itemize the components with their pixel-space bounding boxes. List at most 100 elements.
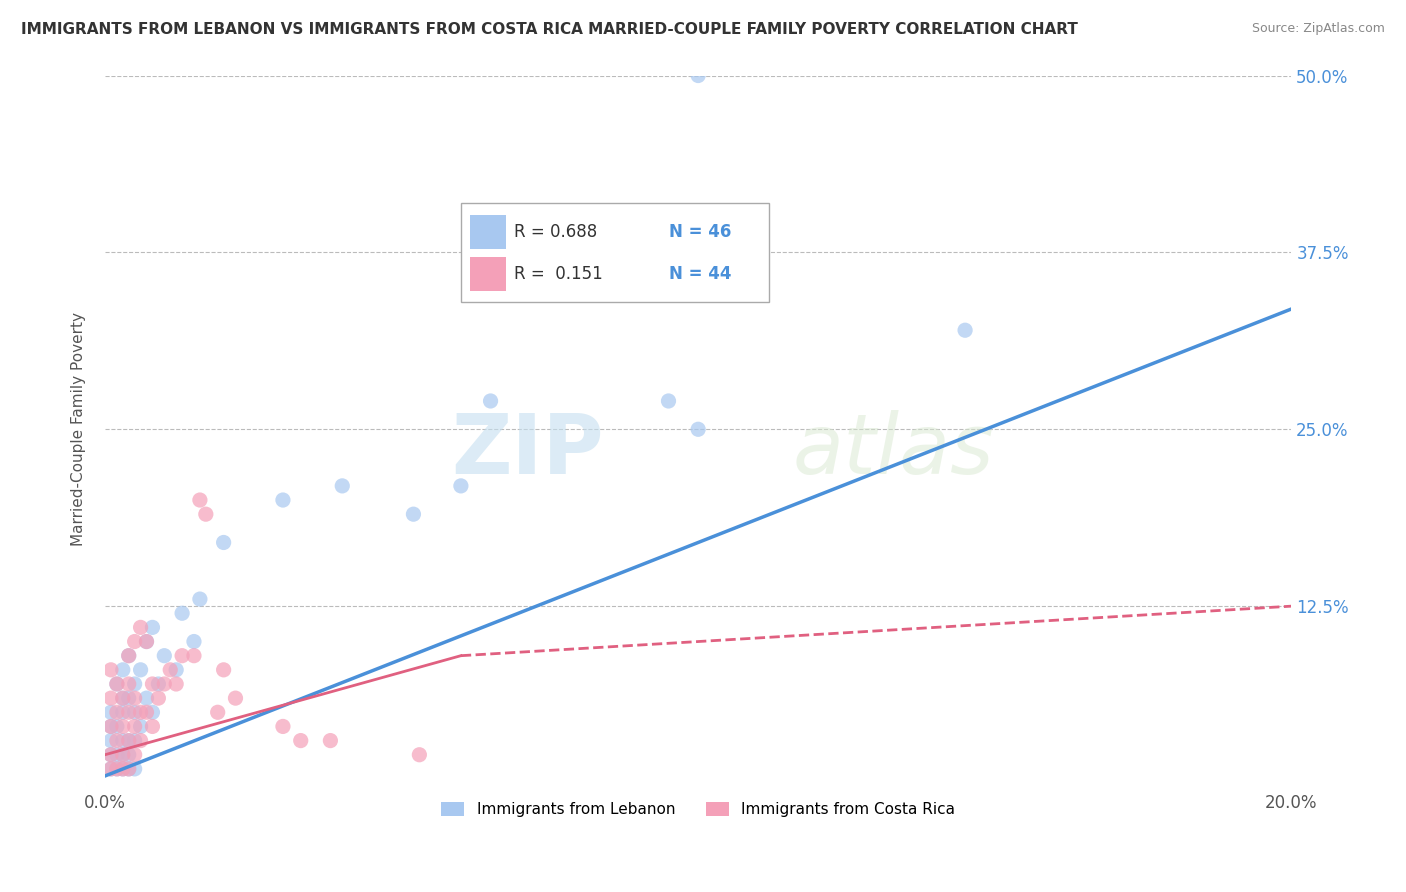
Point bbox=[124, 677, 146, 691]
Text: atlas: atlas bbox=[793, 410, 994, 491]
Point bbox=[118, 691, 141, 706]
Point bbox=[148, 677, 170, 691]
Point bbox=[111, 747, 134, 762]
Point bbox=[124, 634, 146, 648]
Point bbox=[100, 663, 122, 677]
Point bbox=[129, 719, 152, 733]
Point bbox=[408, 747, 430, 762]
Point bbox=[100, 691, 122, 706]
Point bbox=[135, 691, 157, 706]
Point bbox=[402, 507, 425, 521]
Point bbox=[118, 648, 141, 663]
Point bbox=[953, 323, 976, 337]
Point bbox=[688, 422, 710, 436]
Point bbox=[141, 719, 163, 733]
Point bbox=[105, 719, 128, 733]
Point bbox=[153, 677, 176, 691]
Point bbox=[105, 733, 128, 747]
Point bbox=[124, 706, 146, 720]
Point bbox=[100, 747, 122, 762]
Point bbox=[111, 762, 134, 776]
Text: N = 46: N = 46 bbox=[668, 223, 731, 241]
Point bbox=[100, 706, 122, 720]
Point bbox=[141, 620, 163, 634]
Point bbox=[188, 493, 211, 508]
Point bbox=[118, 762, 141, 776]
FancyBboxPatch shape bbox=[461, 202, 769, 301]
Point bbox=[100, 719, 122, 733]
Point bbox=[111, 719, 134, 733]
Point bbox=[135, 634, 157, 648]
Point bbox=[111, 691, 134, 706]
Point bbox=[183, 634, 205, 648]
Point bbox=[100, 719, 122, 733]
Point bbox=[118, 733, 141, 747]
Text: ZIP: ZIP bbox=[451, 410, 603, 491]
Point bbox=[105, 762, 128, 776]
Point bbox=[129, 620, 152, 634]
Y-axis label: Married-Couple Family Poverty: Married-Couple Family Poverty bbox=[72, 312, 86, 546]
Point bbox=[141, 706, 163, 720]
Point bbox=[124, 691, 146, 706]
Point bbox=[111, 762, 134, 776]
Point bbox=[188, 592, 211, 607]
Point bbox=[105, 762, 128, 776]
Point bbox=[165, 663, 187, 677]
Text: Source: ZipAtlas.com: Source: ZipAtlas.com bbox=[1251, 22, 1385, 36]
Point bbox=[105, 677, 128, 691]
Bar bbox=[471, 215, 506, 249]
Point bbox=[111, 663, 134, 677]
Point bbox=[657, 394, 679, 409]
Point bbox=[135, 634, 157, 648]
Point bbox=[100, 762, 122, 776]
Point bbox=[183, 648, 205, 663]
Text: IMMIGRANTS FROM LEBANON VS IMMIGRANTS FROM COSTA RICA MARRIED-COUPLE FAMILY POVE: IMMIGRANTS FROM LEBANON VS IMMIGRANTS FR… bbox=[21, 22, 1078, 37]
Point bbox=[111, 747, 134, 762]
Point bbox=[479, 394, 502, 409]
Point bbox=[100, 733, 122, 747]
Point bbox=[141, 677, 163, 691]
Point bbox=[118, 747, 141, 762]
Text: N = 44: N = 44 bbox=[668, 265, 731, 284]
Point bbox=[224, 691, 246, 706]
Point bbox=[118, 733, 141, 747]
Point bbox=[105, 747, 128, 762]
Point bbox=[194, 507, 217, 521]
Point bbox=[212, 535, 235, 549]
Point bbox=[271, 493, 294, 508]
Point bbox=[129, 663, 152, 677]
Point bbox=[172, 606, 194, 620]
Text: R = 0.688: R = 0.688 bbox=[515, 223, 598, 241]
Point bbox=[124, 762, 146, 776]
Point bbox=[165, 677, 187, 691]
Point bbox=[100, 747, 122, 762]
Point bbox=[124, 747, 146, 762]
Point bbox=[319, 733, 342, 747]
Point bbox=[290, 733, 312, 747]
Point bbox=[688, 69, 710, 83]
Bar bbox=[471, 258, 506, 292]
Point bbox=[111, 733, 134, 747]
Legend: Immigrants from Lebanon, Immigrants from Costa Rica: Immigrants from Lebanon, Immigrants from… bbox=[434, 795, 963, 825]
Point bbox=[148, 691, 170, 706]
Point bbox=[159, 663, 181, 677]
Point bbox=[100, 762, 122, 776]
Point bbox=[124, 719, 146, 733]
Point bbox=[172, 648, 194, 663]
Point bbox=[118, 706, 141, 720]
Point bbox=[450, 479, 472, 493]
Point bbox=[129, 706, 152, 720]
Point bbox=[105, 706, 128, 720]
Point bbox=[105, 677, 128, 691]
Point bbox=[118, 648, 141, 663]
Point bbox=[271, 719, 294, 733]
Point bbox=[212, 663, 235, 677]
Text: R =  0.151: R = 0.151 bbox=[515, 265, 603, 284]
Point bbox=[135, 706, 157, 720]
Point bbox=[111, 691, 134, 706]
Point bbox=[118, 762, 141, 776]
Point bbox=[153, 648, 176, 663]
Point bbox=[330, 479, 353, 493]
Point bbox=[111, 706, 134, 720]
Point bbox=[118, 677, 141, 691]
